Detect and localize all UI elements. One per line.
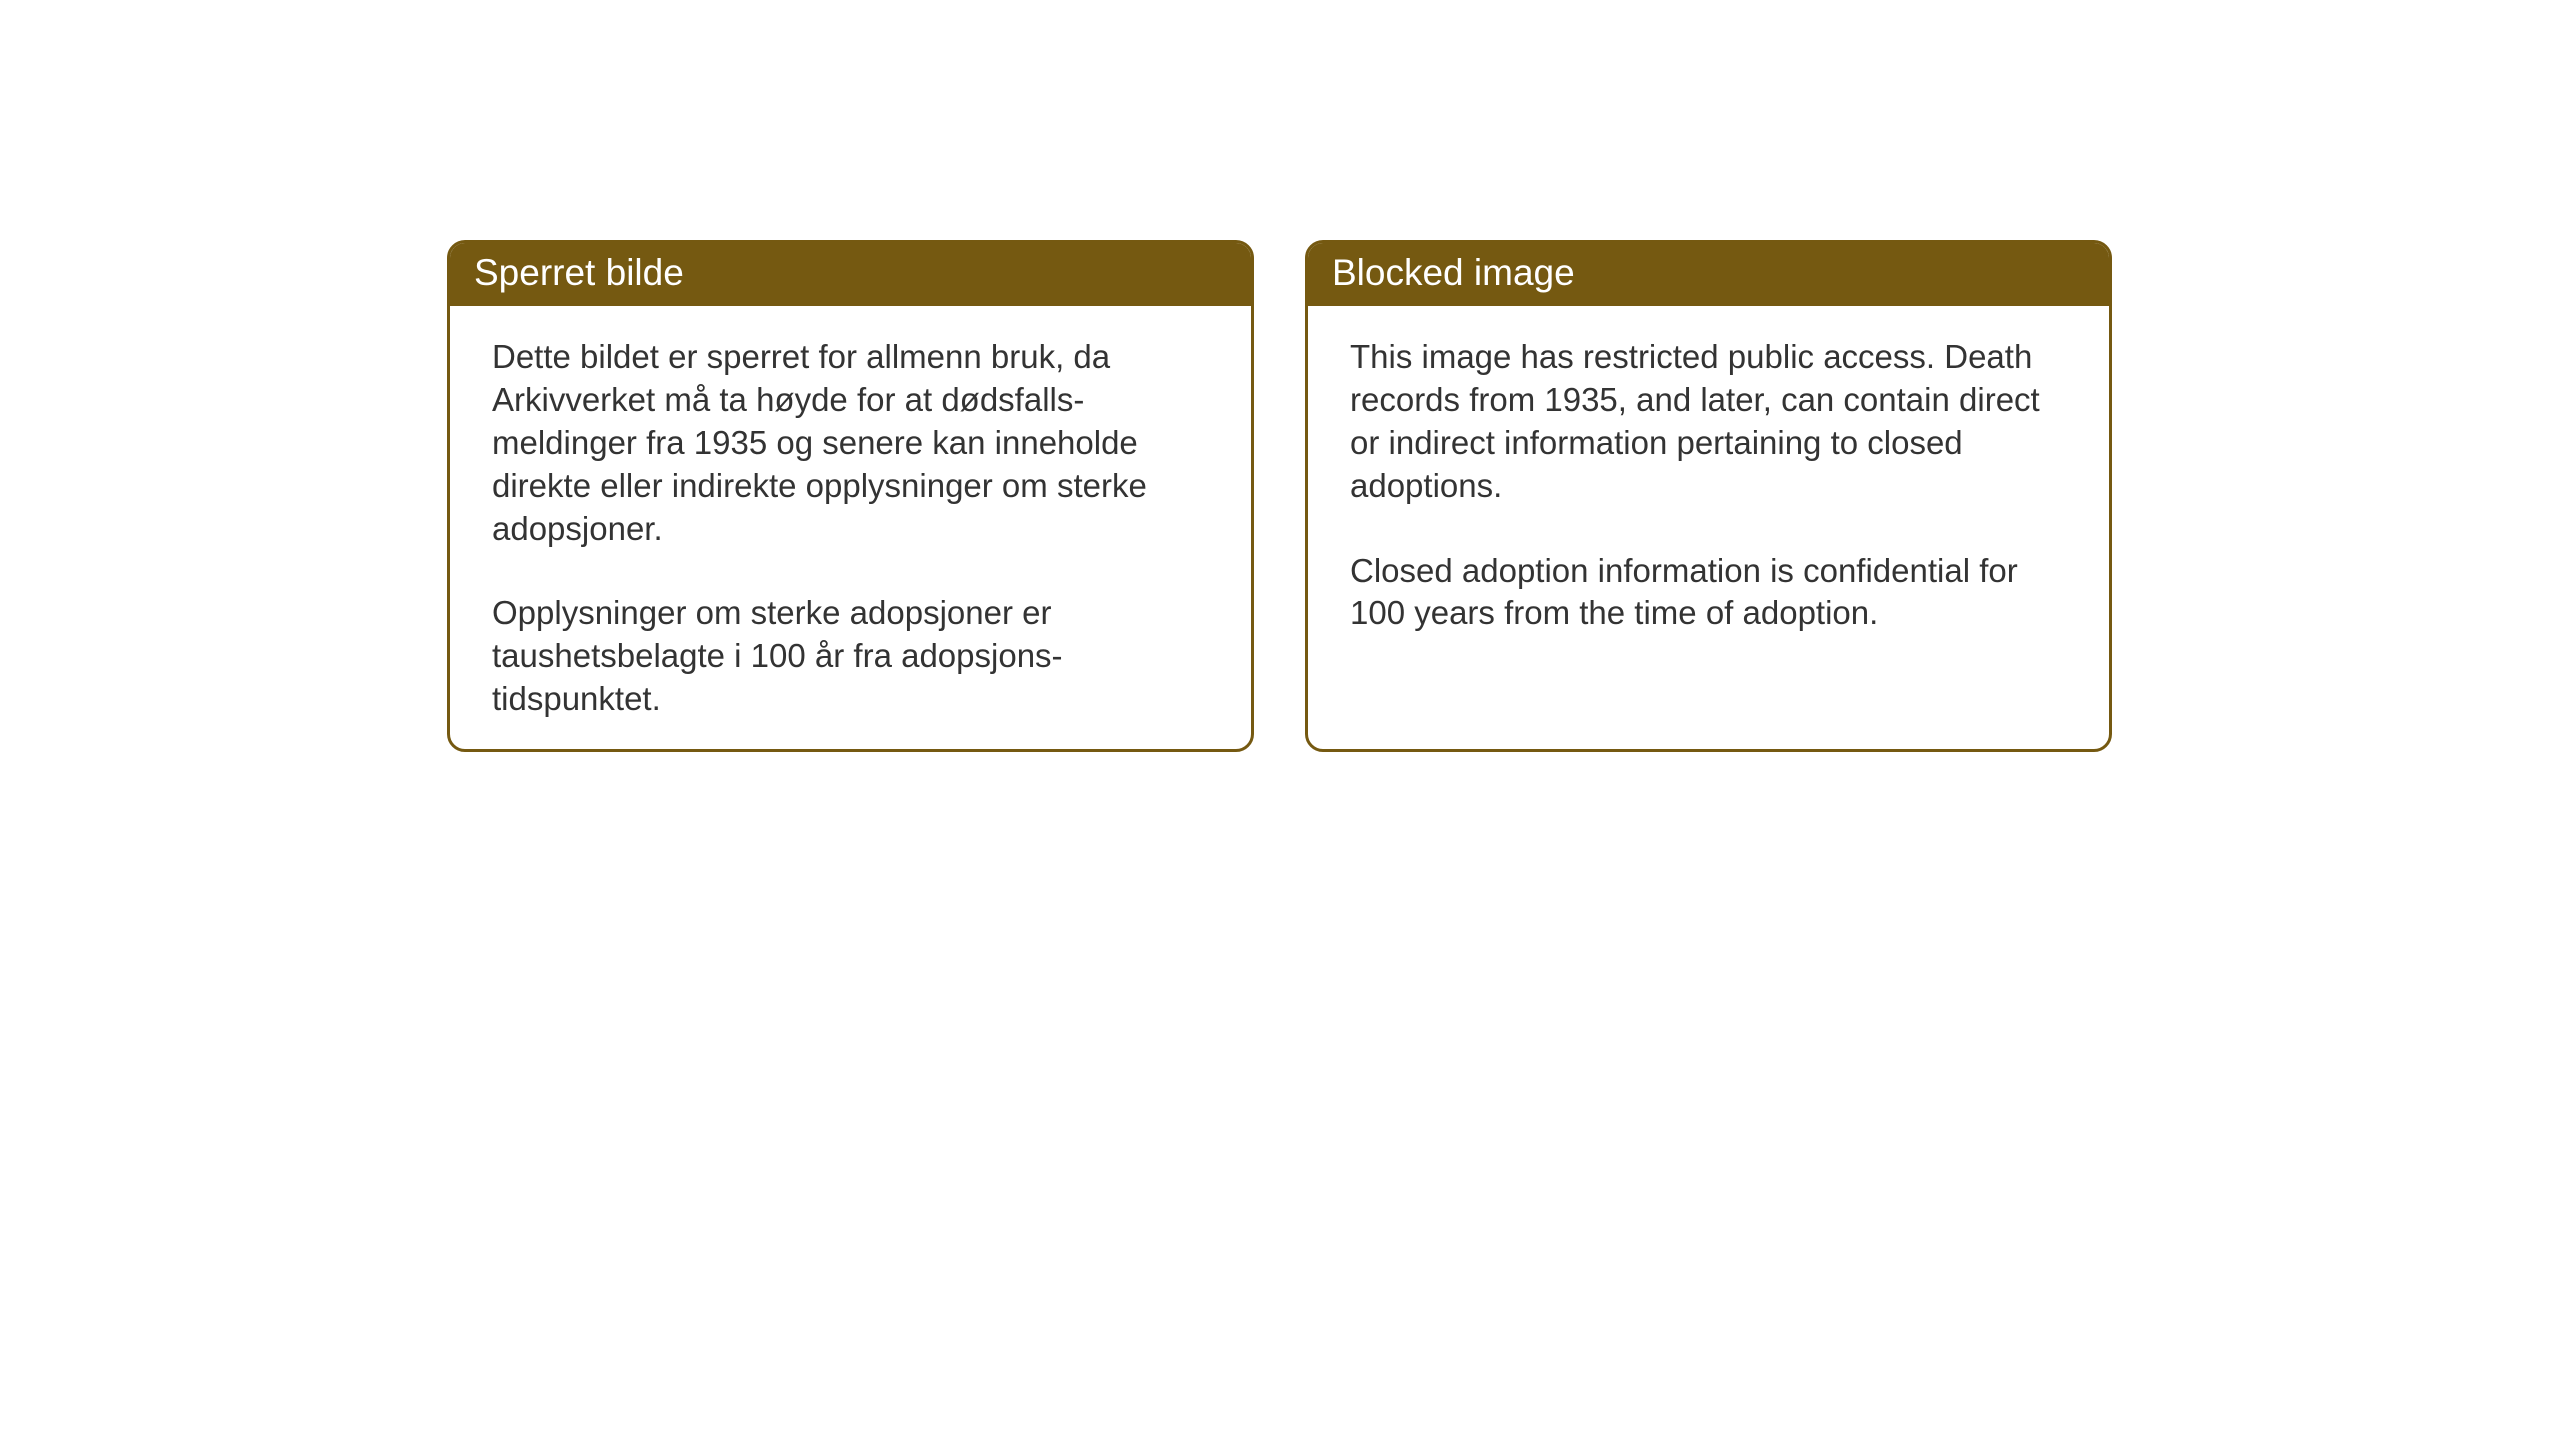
card-paragraph: Opplysninger om sterke adopsjoner er tau… xyxy=(492,592,1209,721)
card-title: Blocked image xyxy=(1332,252,1575,293)
card-body: Dette bildet er sperret for allmenn bruk… xyxy=(450,306,1251,751)
card-header: Sperret bilde xyxy=(450,243,1251,306)
card-paragraph: Dette bildet er sperret for allmenn bruk… xyxy=(492,336,1209,550)
notice-card-english: Blocked image This image has restricted … xyxy=(1305,240,2112,752)
notice-card-norwegian: Sperret bilde Dette bildet er sperret fo… xyxy=(447,240,1254,752)
notice-container: Sperret bilde Dette bildet er sperret fo… xyxy=(447,240,2560,752)
card-paragraph: Closed adoption information is confident… xyxy=(1350,550,2067,636)
card-header: Blocked image xyxy=(1308,243,2109,306)
card-paragraph: This image has restricted public access.… xyxy=(1350,336,2067,508)
card-title: Sperret bilde xyxy=(474,252,684,293)
card-body: This image has restricted public access.… xyxy=(1308,306,2109,665)
